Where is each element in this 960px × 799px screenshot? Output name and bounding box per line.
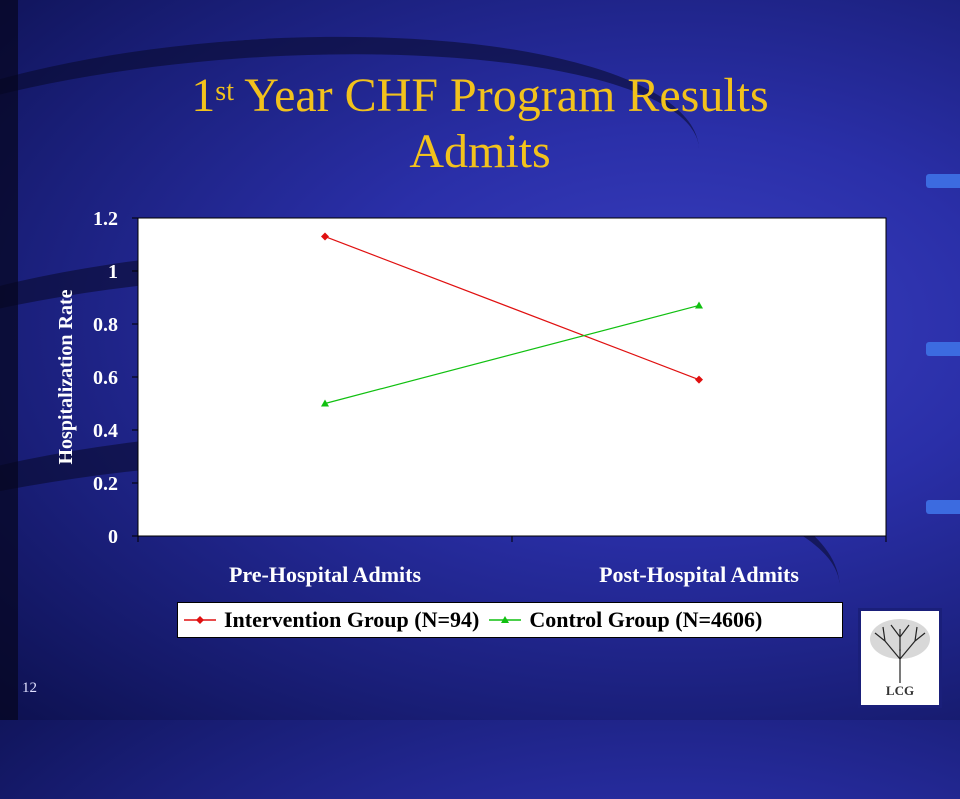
legend-marker-triangle-icon xyxy=(489,616,522,623)
data-label: 0.5 xyxy=(286,395,311,417)
x-tick-label: Post-Hospital Admits xyxy=(599,562,799,587)
x-tick-label: Pre-Hospital Admits xyxy=(229,562,422,587)
line-chart: 0 0.2 0.4 0.6 0.8 1 1.2 Pre-Hospital Admits Post… xyxy=(55,208,887,587)
y-axis-label: Hospitalization Rate xyxy=(55,289,77,464)
title-text: Year CHF Program Results xyxy=(233,69,769,122)
y-tick-label: 0.6 xyxy=(93,367,118,389)
y-tick-label: 0.8 xyxy=(93,314,118,336)
plot-area xyxy=(137,217,887,537)
lcg-logo: LCG xyxy=(858,608,942,708)
legend-label: Intervention Group (N=94) xyxy=(224,607,480,632)
logo-text: LCG xyxy=(885,683,915,698)
y-tick-label: 0 xyxy=(108,526,118,548)
legend-marker-diamond-icon xyxy=(184,616,216,624)
data-point-diamond xyxy=(321,232,329,241)
y-tick-label: 1 xyxy=(108,261,118,283)
slide-number: 12 xyxy=(22,680,37,696)
title-line-1: 1st Year CHF Program Results xyxy=(60,68,900,124)
title-number: 1 xyxy=(191,69,216,122)
chart-legend: Intervention Group (N=94) Control Group … xyxy=(177,602,843,638)
data-label: 1.13 xyxy=(276,228,311,250)
title-line-2: Admits xyxy=(409,125,551,178)
data-label: 0.59 xyxy=(711,371,746,393)
legend-item-intervention: Intervention Group (N=94) xyxy=(184,607,479,633)
y-tick-label: 0.4 xyxy=(93,420,118,442)
slide-title: 1st Year CHF Program Results Admits xyxy=(60,68,900,180)
right-edge-notch xyxy=(926,342,960,356)
left-edge-bar xyxy=(0,0,18,720)
y-tick-label: 0.2 xyxy=(93,473,118,495)
right-edge-notch xyxy=(926,174,960,188)
title-superscript: st xyxy=(215,76,234,107)
series-group: 1.13 0.59 0.5 0.87 xyxy=(276,228,746,417)
axes: 0 0.2 0.4 0.6 0.8 1 1.2 Pre-Hospital Admits Post… xyxy=(93,208,887,587)
tree-icon xyxy=(870,619,930,683)
data-point-triangle xyxy=(321,399,329,407)
right-edge-notch xyxy=(926,500,960,514)
data-point-triangle xyxy=(695,301,703,309)
legend-label: Control Group (N=4606) xyxy=(529,607,763,632)
data-label: 0.87 xyxy=(711,296,746,318)
series-line xyxy=(324,304,700,405)
data-point-diamond xyxy=(695,375,703,384)
y-tick-label: 1.2 xyxy=(93,208,118,230)
series-line xyxy=(324,235,700,381)
legend-item-control: Control Group (N=4606) xyxy=(489,607,762,633)
